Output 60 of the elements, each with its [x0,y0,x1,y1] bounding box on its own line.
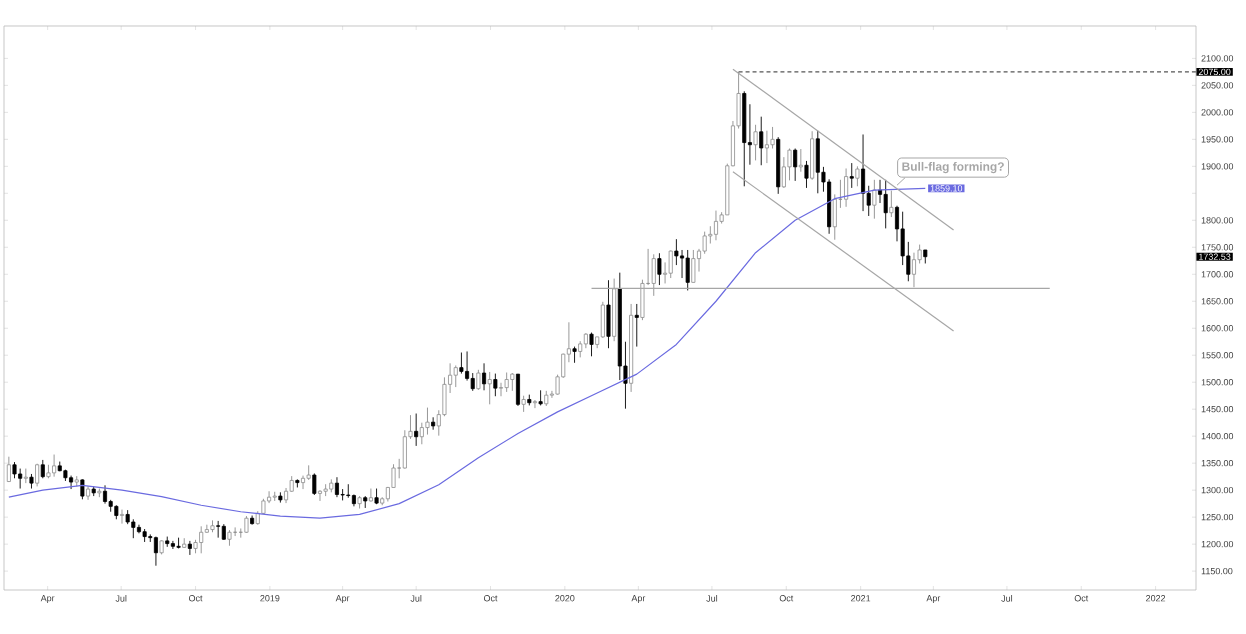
candlestick [685,249,690,291]
candlestick [861,134,866,212]
candlestick [911,252,916,288]
candlestick [781,156,786,189]
candlestick [476,369,481,391]
candlestick [589,332,594,357]
candlestick [52,454,57,478]
candlestick [804,160,809,189]
candlestick [493,373,498,397]
candlestick [153,536,158,567]
candlestick [18,468,23,489]
candlestick [131,518,136,539]
candlestick [459,352,464,375]
candlestick [317,489,322,502]
candlestick [691,249,696,283]
candlestick [312,472,317,496]
candlestick [600,301,605,339]
candlestick [759,116,764,166]
candlestick [606,279,611,349]
candlestick [872,179,877,220]
candlestick [119,509,124,525]
candlestick [40,459,45,479]
candlestick [776,136,781,195]
candlestick [798,148,803,173]
candlestick [651,253,656,297]
candlestick [889,190,894,218]
candlestick [346,483,351,499]
candlestick [515,373,520,407]
candlestick [425,407,430,436]
candlestick [612,278,617,342]
candlestick [787,148,792,181]
candlestick [487,371,492,405]
candlestick [532,399,537,409]
candlestick [793,148,798,182]
candlestick [668,250,673,279]
candlestick [6,456,11,483]
candlestick [753,124,758,161]
candlestick [849,162,854,189]
candlestick [764,130,769,164]
candlestick [815,130,820,194]
candlestick [713,210,718,241]
candlestick [844,168,849,208]
candlestick [657,252,662,286]
candlestick [216,520,221,539]
candlestick [334,476,339,498]
candlestick [504,372,509,393]
candlestick [431,416,436,431]
candlestick [414,413,419,447]
candlestick [199,525,204,554]
candlestick [482,362,487,391]
candlestick [368,488,373,502]
candlestick [634,303,639,348]
candlestick [810,130,815,181]
candlestick [103,484,108,505]
candlestick [453,365,458,388]
candlestick [855,165,860,187]
candlestick [69,475,74,490]
candlestick [187,540,192,556]
candlestick [23,468,28,484]
candlestick [883,179,888,229]
